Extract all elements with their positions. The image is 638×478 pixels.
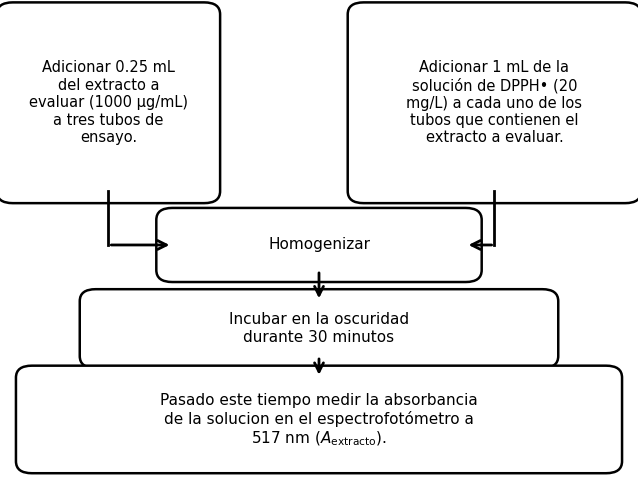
Text: Pasado este tiempo medir la absorbancia: Pasado este tiempo medir la absorbancia: [160, 393, 478, 408]
FancyBboxPatch shape: [80, 289, 558, 368]
Text: Homogenizar: Homogenizar: [268, 238, 370, 252]
Text: de la solucion en el espectrofotómetro a: de la solucion en el espectrofotómetro a: [164, 412, 474, 427]
FancyBboxPatch shape: [348, 2, 638, 203]
Text: Incubar en la oscuridad
durante 30 minutos: Incubar en la oscuridad durante 30 minut…: [229, 313, 409, 345]
FancyBboxPatch shape: [16, 366, 622, 473]
Text: Adicionar 0.25 mL
del extracto a
evaluar (1000 μg/mL)
a tres tubos de
ensayo.: Adicionar 0.25 mL del extracto a evaluar…: [29, 61, 188, 145]
Text: Adicionar 1 mL de la
solución de DPPH• (20
mg/L) a cada uno de los
tubos que con: Adicionar 1 mL de la solución de DPPH• (…: [406, 60, 582, 145]
FancyBboxPatch shape: [0, 2, 220, 203]
FancyBboxPatch shape: [156, 208, 482, 282]
Text: 517 nm ($\mathit{A}_{\mathrm{extracto}}$).: 517 nm ($\mathit{A}_{\mathrm{extracto}}$…: [251, 429, 387, 448]
